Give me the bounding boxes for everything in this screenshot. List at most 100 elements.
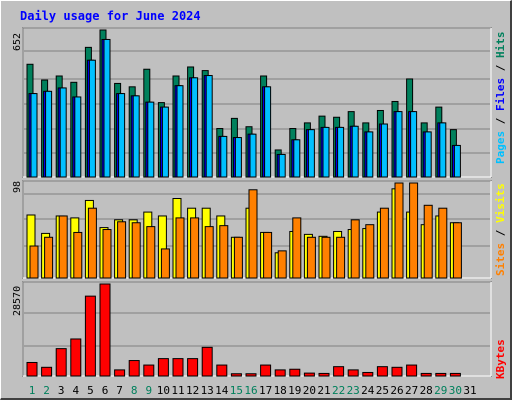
kbytes-bar xyxy=(318,372,330,377)
pages-bar xyxy=(410,111,418,178)
day-label: 18 xyxy=(274,384,287,397)
day-label: 10 xyxy=(157,384,170,397)
day-label: 25 xyxy=(376,384,389,397)
legend-sep-2: / xyxy=(494,64,507,71)
day-label: 15 xyxy=(230,384,243,397)
legend-sep-1: / xyxy=(494,117,507,124)
day-label: 17 xyxy=(259,384,272,397)
kbytes-bar xyxy=(172,358,184,377)
pages-bar xyxy=(118,93,126,178)
pages-bar xyxy=(234,137,242,178)
legend-kbytes: KBytes xyxy=(494,339,507,379)
sites-bar xyxy=(248,189,258,279)
sites-bar xyxy=(58,215,68,279)
day-label: 26 xyxy=(390,384,403,397)
pages-bar xyxy=(395,111,403,178)
day-label: 23 xyxy=(347,384,360,397)
day-label: 21 xyxy=(317,384,330,397)
kbytes-bar xyxy=(362,371,374,377)
sites-bar xyxy=(277,250,287,279)
sites-bar xyxy=(44,236,54,279)
sites-bar xyxy=(263,231,273,279)
sites-bar xyxy=(73,231,83,279)
day-label: 22 xyxy=(332,384,345,397)
pages-bar xyxy=(176,85,184,178)
pages-bar xyxy=(307,129,315,178)
day-label: 6 xyxy=(102,384,109,397)
pages-bar xyxy=(351,125,359,178)
sites-bar xyxy=(452,222,462,279)
kbytes-bar xyxy=(376,366,388,377)
kbytes-bar xyxy=(347,369,359,377)
day-label: 3 xyxy=(58,384,65,397)
pages-bar xyxy=(161,106,169,178)
day-label: 9 xyxy=(145,384,152,397)
kbytes-panel xyxy=(22,281,492,377)
day-label: 27 xyxy=(405,384,418,397)
day-label: 14 xyxy=(215,384,229,397)
kbytes-bar xyxy=(391,366,403,377)
day-label: 28 xyxy=(420,384,433,397)
pages-bar xyxy=(439,122,447,178)
pages-bar xyxy=(220,135,228,178)
kbytes-bar xyxy=(449,372,461,377)
legend-pages: Pages xyxy=(494,131,507,164)
kbytes-bar xyxy=(333,366,345,377)
sites-bar xyxy=(350,219,360,279)
day-label: 31 xyxy=(463,384,476,397)
sites-bar xyxy=(292,217,302,279)
kbytes-bar xyxy=(41,366,53,377)
day-label: 30 xyxy=(449,384,462,397)
sites-bar xyxy=(175,217,185,279)
sites-bar xyxy=(29,245,39,279)
sites-bar xyxy=(409,182,419,279)
sites-bar xyxy=(423,204,433,279)
kbytes-bar xyxy=(435,372,447,377)
kbytes-bar xyxy=(274,369,286,377)
visits-sites-panel xyxy=(22,180,492,279)
kbytes-bar xyxy=(406,364,418,377)
pages-bar xyxy=(380,123,388,178)
pages-bar xyxy=(45,90,53,178)
sites-bar xyxy=(336,236,346,279)
day-label: 29 xyxy=(434,384,447,397)
sites-bar xyxy=(379,207,389,279)
legend-group-1: Pages / Files / Hits xyxy=(494,32,507,165)
day-label: 5 xyxy=(87,384,94,397)
kbytes-bar xyxy=(216,364,228,377)
pages-bar xyxy=(74,96,82,178)
sites-bar xyxy=(219,225,229,279)
kbytes-bar xyxy=(70,338,82,377)
sites-bar xyxy=(160,248,170,279)
pages-bar xyxy=(88,59,96,178)
pages-bar xyxy=(30,93,38,178)
kbytes-bar xyxy=(187,358,199,377)
pages-bar xyxy=(264,86,272,178)
day-label: 4 xyxy=(72,384,79,397)
kbytes-bar xyxy=(143,364,155,377)
kbytes-bar xyxy=(157,358,169,377)
day-label: 12 xyxy=(186,384,199,397)
sites-bar xyxy=(117,221,127,279)
kbytes-bar xyxy=(245,373,257,377)
sites-bar xyxy=(87,207,97,279)
pages-bar xyxy=(59,87,67,178)
day-label: 1 xyxy=(29,384,36,397)
legend-sites: Sites xyxy=(494,243,507,276)
kbytes-bar xyxy=(84,295,96,377)
kbytes-bar xyxy=(26,361,38,377)
kbytes-bar xyxy=(303,372,315,377)
pages-bar xyxy=(205,75,213,178)
pages-bar xyxy=(278,153,286,178)
sites-bar xyxy=(102,229,112,279)
day-label: 7 xyxy=(116,384,123,397)
hits-ymax-label: 652 xyxy=(12,33,23,51)
kbytes-bar xyxy=(420,372,432,377)
pages-bar xyxy=(453,144,461,178)
sites-bar xyxy=(394,182,404,279)
kbytes-bar xyxy=(114,369,126,377)
sites-bar xyxy=(321,236,331,279)
kbytes-bar xyxy=(201,346,213,377)
